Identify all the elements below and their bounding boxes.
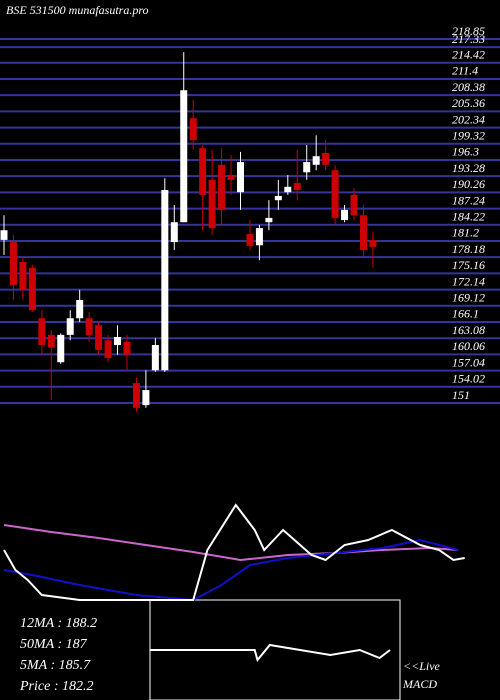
y-tick-label: 190.26 bbox=[452, 177, 485, 191]
candle-body bbox=[265, 217, 273, 223]
indicator-line bbox=[3, 524, 459, 562]
indicator-line bbox=[3, 538, 459, 602]
candle-body bbox=[180, 90, 188, 223]
candle-body bbox=[274, 195, 282, 201]
y-tick-label: 157.04 bbox=[452, 355, 485, 369]
y-tick-label: 205.36 bbox=[452, 96, 485, 110]
candle-body bbox=[0, 230, 8, 240]
ma-label: 12MA : 188.2 bbox=[20, 616, 97, 631]
candle-body bbox=[57, 334, 65, 363]
ma-label: Price : 182.2 bbox=[19, 679, 93, 694]
candle-body bbox=[331, 170, 339, 218]
y-tick-label: 196.3 bbox=[452, 145, 479, 159]
y-tick-label: 214.42 bbox=[452, 48, 485, 62]
y-tick-label: 169.12 bbox=[452, 291, 485, 305]
y-tick-label: 193.28 bbox=[452, 161, 485, 175]
y-tick-label: 172.14 bbox=[452, 274, 485, 288]
candle-body bbox=[208, 179, 216, 229]
y-tick-label: 217.33 bbox=[452, 32, 485, 46]
y-tick-label: 187.24 bbox=[452, 193, 485, 207]
candle-body bbox=[66, 318, 74, 335]
candle-body bbox=[227, 174, 235, 180]
y-tick-label: 166.1 bbox=[452, 307, 479, 321]
candle-body bbox=[350, 194, 358, 216]
y-tick-label: 202.34 bbox=[452, 112, 485, 126]
candle-body bbox=[284, 186, 292, 193]
ma-label: 5MA : 185.7 bbox=[20, 658, 91, 673]
candle-body bbox=[19, 261, 27, 290]
candle-body bbox=[28, 267, 36, 311]
candle-body bbox=[9, 242, 17, 285]
y-tick-label: 178.18 bbox=[452, 242, 485, 256]
chart-title: BSE 531500 munafasutra.pro bbox=[6, 3, 149, 17]
candle-body bbox=[359, 215, 367, 251]
candle-body bbox=[293, 183, 301, 191]
candle-body bbox=[246, 234, 254, 246]
y-tick-label: 160.06 bbox=[452, 339, 485, 353]
candle-body bbox=[255, 228, 263, 246]
candle-body bbox=[132, 383, 140, 408]
candle-body bbox=[369, 239, 377, 247]
candle-body bbox=[341, 209, 349, 221]
candle-body bbox=[161, 190, 169, 371]
y-tick-label: 151 bbox=[452, 388, 470, 402]
candle-body bbox=[85, 318, 93, 335]
candle-body bbox=[104, 340, 112, 358]
ma-label: 50MA : 187 bbox=[20, 637, 88, 652]
y-tick-label: 208.38 bbox=[452, 80, 485, 94]
indicator-line bbox=[3, 503, 465, 601]
y-tick-label: 218.85 bbox=[452, 24, 485, 38]
y-tick-label: 175.16 bbox=[452, 258, 485, 272]
y-tick-label: 184.22 bbox=[452, 210, 485, 224]
y-tick-label: 211.4 bbox=[452, 64, 478, 78]
candle-body bbox=[303, 162, 311, 173]
candle-body bbox=[76, 299, 84, 319]
candle-body bbox=[199, 148, 207, 195]
candle-body bbox=[322, 153, 330, 165]
candle-body bbox=[142, 390, 150, 406]
candle-body bbox=[38, 318, 46, 346]
indicator-line bbox=[149, 643, 391, 663]
candle-body bbox=[151, 345, 159, 371]
macd-label: <<Live bbox=[403, 659, 441, 673]
candle-body bbox=[47, 334, 55, 348]
candle-body bbox=[218, 164, 226, 210]
y-tick-label: 181.2 bbox=[452, 226, 479, 240]
candle-body bbox=[170, 222, 178, 243]
candle-body bbox=[312, 156, 320, 165]
y-tick-label: 199.32 bbox=[452, 129, 485, 143]
candle-body bbox=[95, 325, 103, 350]
candle-body bbox=[237, 162, 244, 193]
macd-label: MACD bbox=[402, 677, 437, 691]
y-tick-label: 154.02 bbox=[452, 372, 485, 386]
candle-body bbox=[123, 341, 131, 355]
candle-body bbox=[114, 337, 122, 346]
candle-body bbox=[189, 118, 197, 141]
y-tick-label: 163.08 bbox=[452, 323, 485, 337]
